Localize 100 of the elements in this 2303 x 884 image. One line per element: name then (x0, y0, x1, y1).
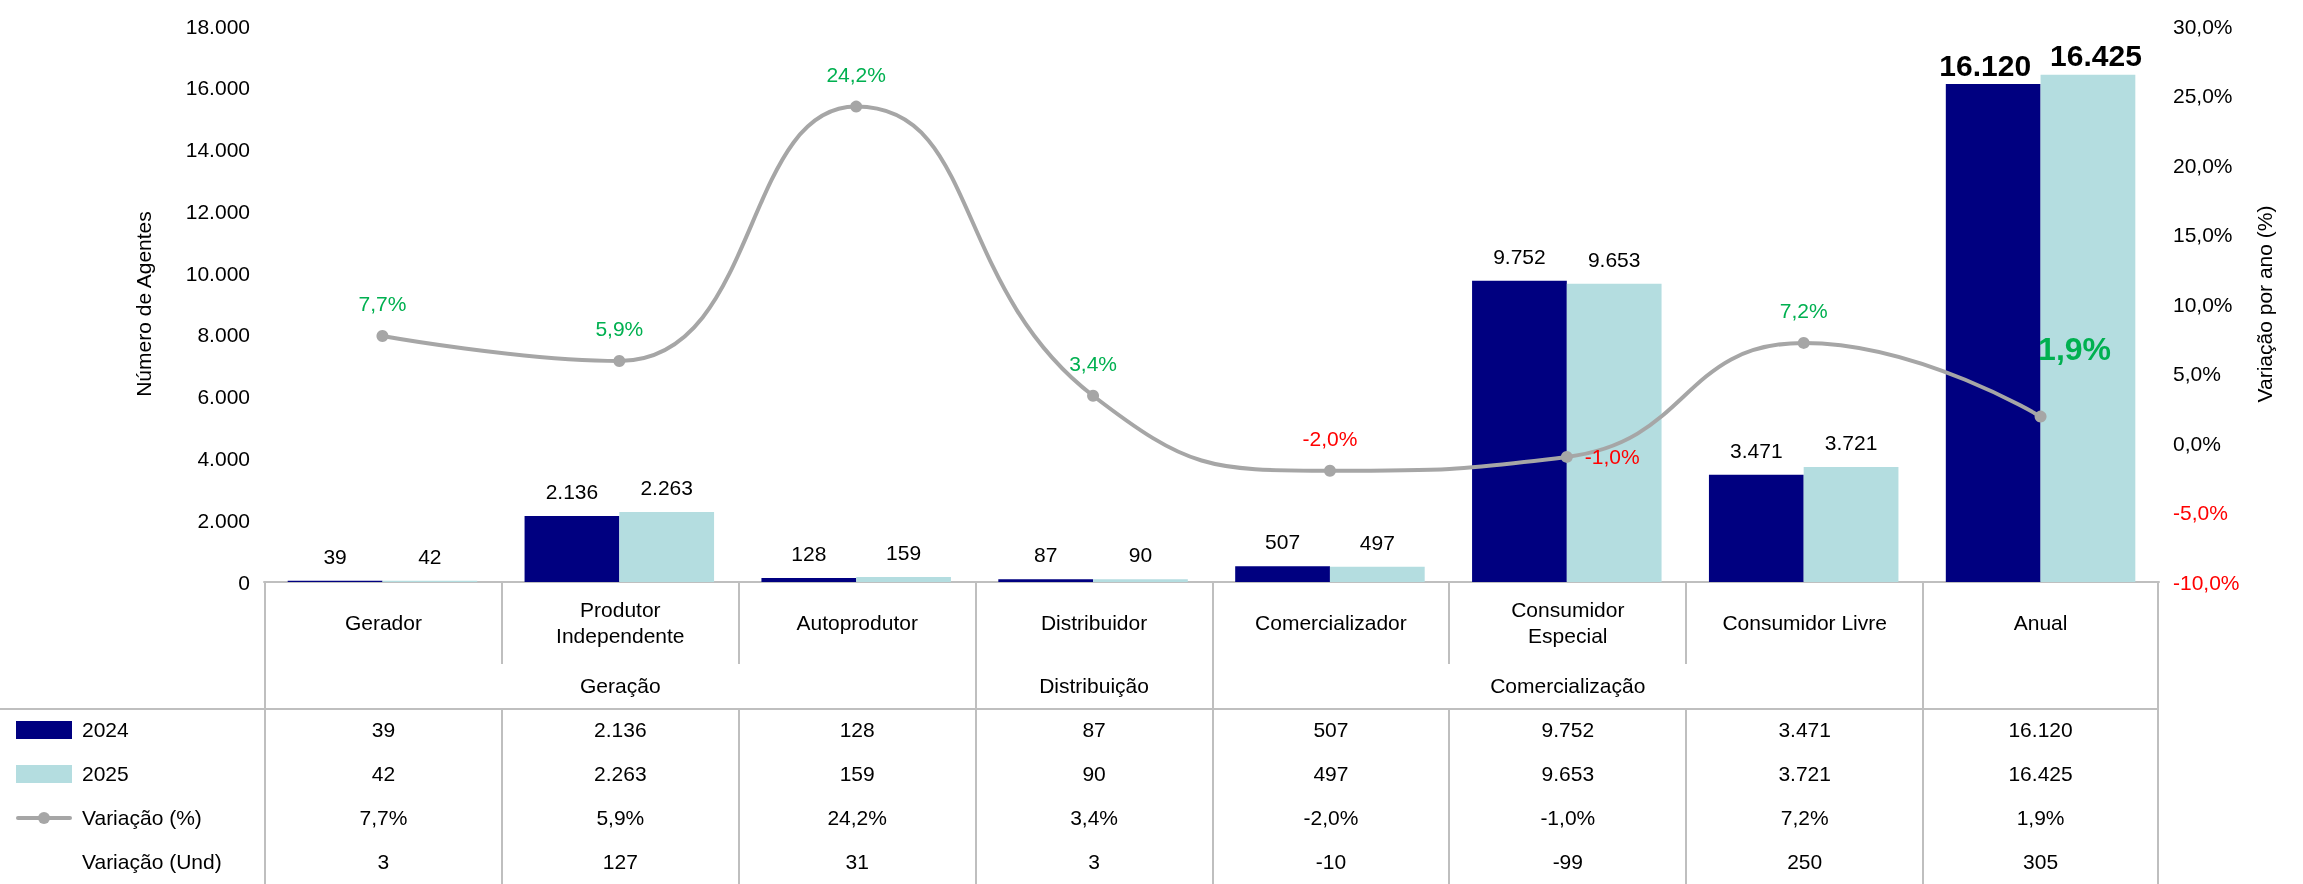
text: Distribuição (974, 664, 1212, 708)
y2-tick-label: 25,0% (2173, 84, 2233, 107)
y-tick-label: 0 (238, 570, 250, 594)
bar (1472, 280, 1567, 582)
text: 159 (886, 541, 922, 565)
bar (524, 516, 620, 582)
text: 2.136 (545, 480, 599, 504)
text: Variação (Und) (82, 850, 222, 874)
data-label: 3.721 (1685, 752, 1923, 796)
bar (1235, 566, 1330, 582)
x-tick-label: Distribuidor (974, 582, 1212, 664)
text: 31 (737, 840, 975, 884)
data-label: -1,0% (1448, 796, 1686, 840)
point (1087, 389, 1100, 402)
data-label: 9.653 (1448, 752, 1686, 796)
y2-tick-label: 0,0% (2173, 431, 2221, 455)
data-label: 5,9% (500, 796, 738, 840)
data-label: 497 (1211, 752, 1449, 796)
y-tick-label: 2.000 (197, 508, 250, 532)
y2-tick-label: 20,0% (2173, 153, 2233, 177)
text: 3,4% (1069, 351, 1117, 375)
data-label: 128 (737, 708, 975, 752)
text: 2.263 (640, 476, 693, 500)
bar (1945, 84, 2041, 582)
text: -1,0% (1584, 445, 1640, 469)
x-tick-label: Consumidor Especial (1448, 582, 1686, 664)
data-label: 42 (264, 752, 501, 796)
y2-tick-label: 15,0% (2173, 223, 2233, 246)
data-label: 24,2% (737, 796, 975, 840)
text: 128 (791, 542, 827, 566)
text: 3.471 (1730, 438, 1783, 462)
point (613, 354, 626, 367)
data-label: 16.425 (1922, 752, 2159, 796)
text: 305 (1922, 840, 2159, 884)
text: 16.425 (2050, 39, 2142, 73)
text: 5,9% (595, 316, 644, 340)
y2-tick-label: -5,0% (2173, 501, 2228, 524)
bar (2040, 74, 2136, 582)
text: -10 (1211, 840, 1449, 884)
x-tick-label: Autoprodutor (737, 582, 975, 664)
y2-tick-label: 5,0% (2173, 362, 2221, 385)
text: 7,7% (358, 291, 407, 315)
point (1797, 336, 1810, 349)
bar (1093, 579, 1188, 582)
data-label: 39 (264, 708, 501, 752)
bar (619, 512, 715, 582)
data-label: 16.120 (1922, 708, 2159, 752)
legend-label: 2025 (82, 762, 129, 786)
x-tick-label: Anual (1922, 582, 2159, 664)
y2-axis-title: Variação por ano (%) (2253, 205, 2276, 403)
y2-tick-label: -10,0% (2173, 570, 2240, 594)
text: 90 (1128, 543, 1153, 567)
data-label: 2.136 (500, 708, 738, 752)
text: 3.721 (1824, 431, 1878, 455)
y-tick-label: 4.000 (197, 446, 250, 470)
data-label: 90 (974, 752, 1212, 796)
y-tick-label: 18.000 (185, 14, 250, 38)
text: 7,2% (1779, 298, 1828, 322)
y-tick-label: 12.000 (185, 199, 250, 223)
y-axis-title: Número de Agentes (132, 211, 155, 397)
text: 3 (264, 840, 501, 884)
y2-tick-label: 30,0% (2173, 14, 2233, 38)
x-tick-label: Comercializador (1211, 582, 1449, 664)
x-tick-label: Produtor Independente (500, 582, 738, 664)
legend-label: 2024 (82, 718, 129, 742)
text: 3 (974, 840, 1212, 884)
text: 39 (323, 544, 347, 568)
point (376, 329, 389, 342)
legend-label: Variação (%) (82, 806, 202, 830)
text: -99 (1448, 840, 1686, 884)
bar (856, 577, 951, 582)
data-label: -2,0% (1211, 796, 1449, 840)
bar (998, 579, 1094, 582)
text: -2,0% (1302, 426, 1358, 450)
text: 1,9% (2038, 330, 2112, 367)
point (1323, 464, 1336, 477)
data-label: 7,7% (264, 796, 501, 840)
data-label: 87 (974, 708, 1212, 752)
data-label: 3.471 (1685, 708, 1923, 752)
x-tick-label: Gerador (264, 582, 501, 664)
text: 497 (1359, 530, 1395, 554)
text: 127 (500, 840, 738, 884)
bar (1803, 467, 1899, 582)
data-label: 3,4% (974, 796, 1212, 840)
text: 9.752 (1493, 244, 1546, 268)
point (2034, 410, 2047, 423)
bar (761, 578, 857, 582)
x-tick-label: Consumidor Livre (1685, 582, 1923, 664)
y2-tick-label: 10,0% (2173, 292, 2233, 316)
y-tick-label: 6.000 (197, 385, 250, 409)
data-label: 9.752 (1448, 708, 1686, 752)
text: Comercialização (1211, 664, 1923, 708)
text: 42 (418, 544, 442, 568)
data-label: 1,9% (1922, 796, 2159, 840)
bar (1708, 474, 1804, 582)
point (1560, 450, 1573, 463)
data-label: 2.263 (500, 752, 738, 796)
bar (1329, 566, 1425, 582)
text: Geração (264, 664, 975, 708)
text: 9.653 (1587, 247, 1641, 271)
